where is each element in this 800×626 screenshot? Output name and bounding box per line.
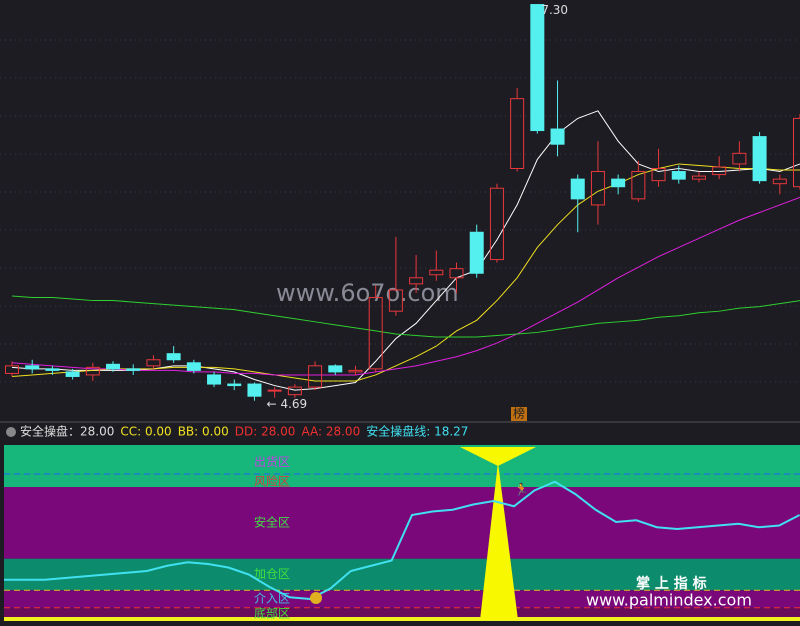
zone-label: 风险区 xyxy=(254,474,290,489)
candle-body xyxy=(45,368,60,371)
zone xyxy=(4,487,800,559)
candle-body xyxy=(308,365,323,388)
high-annotation: 7.30 xyxy=(541,3,568,17)
candle-body xyxy=(85,366,100,376)
indicator-header: DD: 28.00 xyxy=(235,425,296,439)
zone-label: 底部区 xyxy=(254,605,290,620)
watermark: 掌 上 指 标 xyxy=(636,575,707,592)
candle-body xyxy=(611,178,626,188)
marker: 榜 xyxy=(513,406,525,421)
arrow: ← xyxy=(266,397,276,411)
indicator-header: BB: 0.00 xyxy=(178,425,229,439)
zone xyxy=(4,445,800,475)
candle-body xyxy=(146,359,161,367)
candle-body xyxy=(368,297,383,370)
candle-body xyxy=(793,117,800,188)
candle-body xyxy=(550,128,565,145)
candle-body xyxy=(429,269,444,276)
candle-body xyxy=(732,152,747,165)
candle-body xyxy=(530,4,545,132)
indicator-header: AA: 28.00 xyxy=(301,425,360,439)
candle-body xyxy=(712,166,727,176)
ma-line xyxy=(11,110,800,391)
zone xyxy=(4,558,800,591)
ma-line xyxy=(11,295,800,338)
candle-body xyxy=(772,178,787,185)
coin-icon xyxy=(310,592,322,604)
candle-body xyxy=(25,365,40,370)
candle-body xyxy=(328,365,343,373)
zone xyxy=(4,474,800,487)
zone-label: 出货区 xyxy=(254,454,290,469)
signal-spike xyxy=(480,462,518,620)
runner-icon: 🏃 xyxy=(514,483,529,497)
low-annotation: 4.69 xyxy=(280,397,307,411)
indicator-header: 安全操盘：28.00 xyxy=(20,424,114,439)
zone xyxy=(4,607,800,620)
candle-body xyxy=(65,371,80,377)
candle-body xyxy=(106,363,121,370)
marker-box xyxy=(511,407,527,421)
candle-body xyxy=(752,136,767,182)
candle-body xyxy=(590,171,605,206)
collapse-icon[interactable] xyxy=(6,427,16,437)
candle-body xyxy=(651,167,666,182)
watermark: www.palmindex.com xyxy=(586,591,752,610)
zone-label: 介入区 xyxy=(254,592,290,606)
candle-body xyxy=(5,365,19,374)
zone-label: 安全区 xyxy=(254,514,290,529)
candle-body xyxy=(186,362,201,371)
candle-body xyxy=(409,277,424,285)
candle-body xyxy=(287,386,302,396)
candle-body xyxy=(126,368,141,371)
candle-body xyxy=(227,383,242,387)
candle-body xyxy=(671,171,686,180)
bottom-band xyxy=(4,617,800,621)
candle-body xyxy=(166,353,181,361)
candle-body xyxy=(631,171,646,200)
grid xyxy=(0,39,800,383)
ma-line xyxy=(11,196,800,376)
candle-body xyxy=(489,187,504,261)
candle-body xyxy=(691,175,706,180)
candle-body xyxy=(267,389,282,392)
candle-body xyxy=(570,178,585,200)
watermark: www.6o7o.com xyxy=(276,279,459,307)
indicator-header: 安全操盘线: 18.27 xyxy=(366,424,468,439)
ma-line xyxy=(11,163,800,382)
zone-label: 加仓区 xyxy=(254,567,290,581)
candle-body xyxy=(388,289,403,312)
signal-head xyxy=(460,447,536,466)
candle-body xyxy=(449,268,464,279)
zone xyxy=(4,590,800,608)
candle-body xyxy=(510,98,525,169)
candle-body xyxy=(469,231,484,274)
candle-body xyxy=(207,374,222,385)
candle-body xyxy=(247,383,262,397)
indicator-header: CC: 0.00 xyxy=(120,425,171,439)
candle-body xyxy=(348,369,363,373)
indicator-line xyxy=(4,480,800,601)
